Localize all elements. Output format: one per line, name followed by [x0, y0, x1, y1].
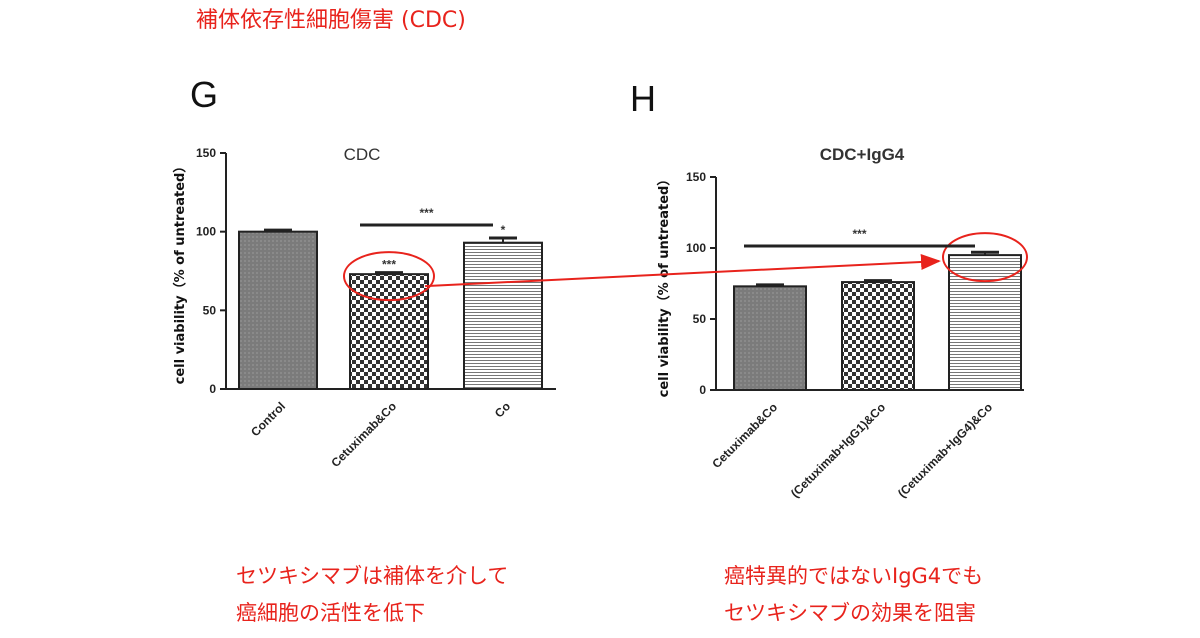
panel-h-bar — [733, 285, 807, 391]
panel-h-highlight-ellipse — [942, 232, 1028, 283]
panel-g-highlight-ellipse — [343, 251, 435, 302]
panel-g-y-tick-label: 50 — [203, 303, 217, 317]
panel-g-bar — [238, 230, 318, 390]
panel-g-y-tick-label: 100 — [196, 225, 216, 239]
panel-g-bar — [349, 273, 429, 390]
panel-g-y-tick-label: 0 — [209, 382, 216, 396]
panel-g-x-tick-label: Cetuximab&Co — [328, 399, 399, 470]
panel-h-x-tick-label: (Cetuximab+IgG4)&Co — [895, 400, 995, 500]
caption-right: 癌特異的ではないIgG4でも セツキシマブの効果を阻害 — [724, 558, 983, 632]
caption-left-line-2: 癌細胞の活性を低下 — [236, 601, 425, 625]
caption-right-line-1: 癌特異的ではないIgG4でも — [724, 564, 984, 588]
panel-h-x-tick-label: (Cetuximab+IgG1)&Co — [788, 400, 888, 500]
caption-left: セツキシマブは補体を介して 癌細胞の活性を低下 — [236, 558, 508, 632]
panel-g-bar-significance: *** — [382, 258, 396, 272]
panel-h-bracket-label: *** — [852, 227, 866, 241]
panel-g-x-tick-label: Co — [492, 399, 513, 420]
page-title: 補体依存性細胞傷害 (CDC) — [196, 8, 466, 33]
panel-g-x-tick-label: Control — [248, 399, 288, 439]
panel-h-y-tick-label: 150 — [686, 170, 706, 184]
panel-g-chart-title: CDC — [344, 145, 381, 164]
panel-g-y-axis-label: cell viability（% of untreated） — [172, 160, 188, 385]
caption-right-line-2: セツキシマブの効果を阻害 — [724, 601, 976, 625]
panel-g-bracket-label: *** — [419, 206, 433, 220]
panel-h-x-tick-label: Cetuximab&Co — [709, 400, 780, 471]
panel-h-chart-title: CDC+IgG4 — [820, 145, 905, 164]
panel-g-bar — [463, 241, 543, 390]
panel-h-y-axis-label: cell viability（% of untreated） — [656, 173, 672, 398]
panel-letter-h: H — [630, 78, 656, 119]
caption-left-line-1: セツキシマブは補体を介して — [236, 564, 509, 588]
panel-g-bar-significance: * — [501, 223, 506, 237]
panel-h-y-tick-label: 50 — [693, 312, 707, 326]
panel-h-y-tick-label: 0 — [699, 383, 706, 397]
panel-g-y-tick-label: 150 — [196, 146, 216, 160]
panel-h-bar — [841, 281, 915, 391]
comparison-arrow — [424, 253, 941, 288]
panel-h-y-tick-label: 100 — [686, 241, 706, 255]
panel-letter-g: G — [190, 74, 219, 115]
